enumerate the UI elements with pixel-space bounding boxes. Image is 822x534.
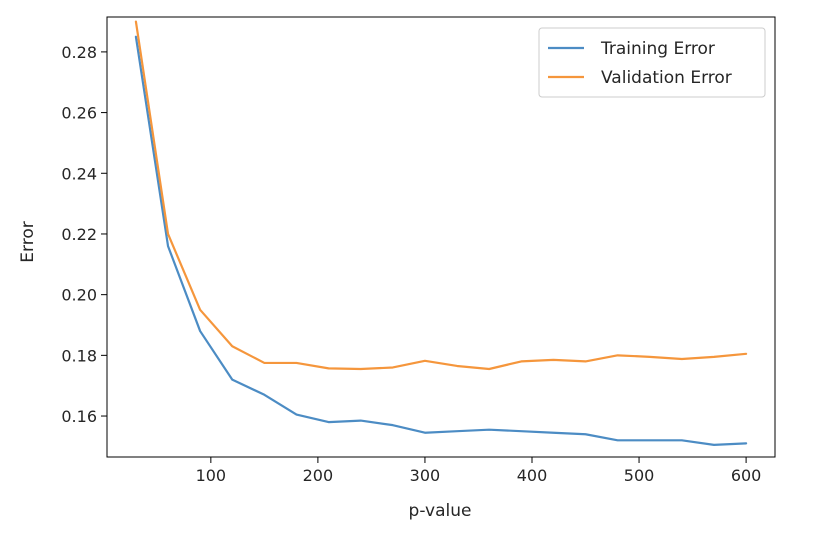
- y-tick-label: 0.18: [61, 346, 97, 365]
- series-line-training-error: [134, 35, 748, 446]
- y-tick-label: 0.20: [61, 286, 97, 305]
- y-tick-label: 0.26: [61, 104, 97, 123]
- legend-label: Training Error: [600, 39, 715, 59]
- x-tick-label: 400: [517, 466, 548, 485]
- x-tick-label: 300: [410, 466, 441, 485]
- axes-frame: [106, 16, 776, 458]
- y-tick-label: 0.22: [61, 225, 97, 244]
- y-axis-label: Error: [18, 221, 38, 262]
- y-tick-label: 0.28: [61, 43, 97, 62]
- y-tick-label: 0.16: [61, 407, 97, 426]
- plot-area: [134, 20, 748, 446]
- x-tick-label: 100: [196, 466, 227, 485]
- y-tick-label: 0.24: [61, 164, 97, 183]
- x-tick-label: 600: [731, 466, 762, 485]
- axes: 100 200 300 400 500 600 0.16 0.18 0.20 0.22 0.24 0.…: [61, 16, 776, 485]
- series-line-validation-error: [134, 20, 748, 371]
- x-tick-label: 200: [303, 466, 334, 485]
- legend-label: Validation Error: [601, 68, 732, 88]
- x-tick-label: 500: [624, 466, 655, 485]
- x-axis-label: p-value: [409, 501, 472, 521]
- legend: Training Error Validation Error: [538, 27, 766, 98]
- legend-box: [538, 27, 766, 98]
